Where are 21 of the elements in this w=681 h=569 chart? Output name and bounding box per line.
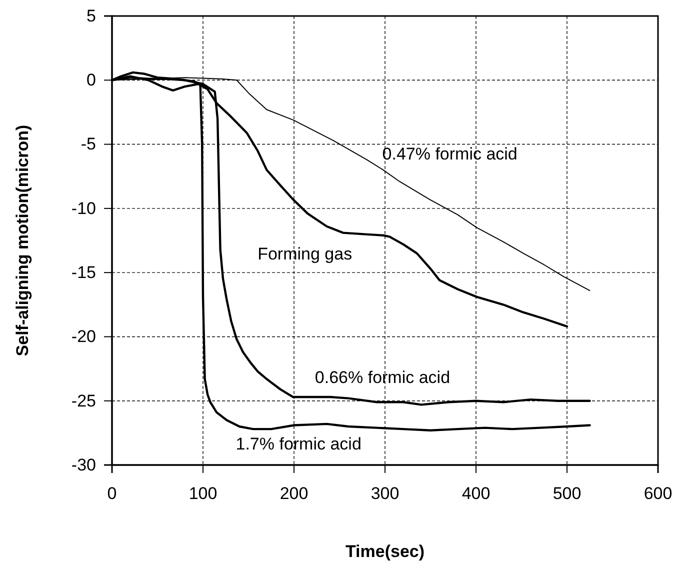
- x-tick-label: 400: [462, 484, 490, 504]
- series-label: 0.47% formic acid: [382, 144, 518, 164]
- y-tick-label: 0: [86, 70, 96, 90]
- y-tick-label: 5: [86, 6, 96, 26]
- series-label: Forming gas: [258, 244, 352, 264]
- y-tick-label: -25: [71, 391, 96, 410]
- y-tick-label: -5: [80, 134, 96, 154]
- y-tick-label: -15: [71, 263, 96, 282]
- series-label: 0.66% formic acid: [314, 368, 450, 387]
- y-tick-label: -10: [71, 198, 96, 218]
- y-axis-title: Self-aligning motion(micron): [13, 124, 32, 356]
- x-tick-label: 500: [552, 484, 582, 504]
- y-tick-label: -20: [71, 327, 96, 346]
- x-tick-label: 300: [370, 484, 400, 504]
- series-label: 1.7% formic acid: [236, 434, 362, 454]
- x-tick-label: 200: [280, 484, 308, 504]
- x-tick-label: 600: [644, 484, 672, 504]
- x-tick-label: 100: [188, 484, 218, 504]
- y-tick-label: -30: [71, 455, 96, 474]
- x-axis-title: Time(sec): [345, 542, 425, 561]
- x-tick-label: 0: [107, 484, 117, 504]
